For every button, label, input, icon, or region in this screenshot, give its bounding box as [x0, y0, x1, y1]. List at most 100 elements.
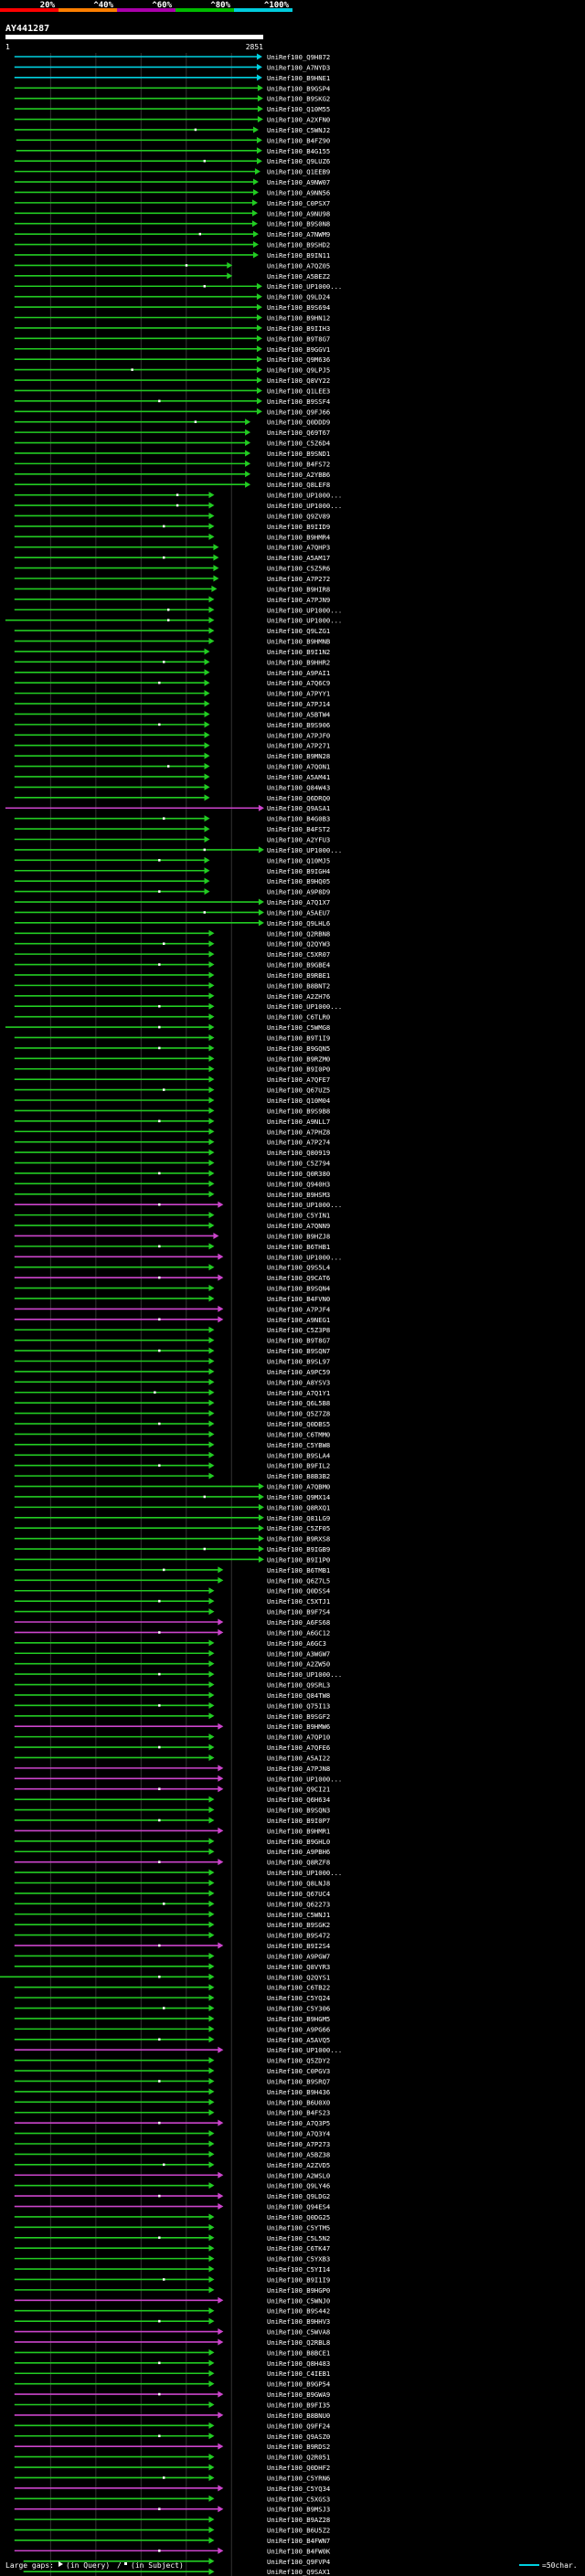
hit-row: UniRef100_A9NU98 — [14, 209, 330, 217]
hit-row: UniRef100_A7QON1 — [14, 763, 330, 771]
hit-arrow — [204, 856, 210, 864]
hit-label: UniRef100_A9NW07 — [267, 178, 330, 186]
hit-row: UniRef100_B4FS72 — [14, 460, 330, 468]
hit-arrow — [208, 533, 215, 540]
hit-row: UniRef100_A7PJN9 — [14, 596, 330, 604]
hit-label: UniRef100_B9GHL0 — [267, 1838, 330, 1846]
hit-row: UniRef100_Q9LPJ5 — [14, 366, 330, 375]
hit-label: UniRef100_Q8VYR3 — [267, 1963, 330, 1971]
hit-arrow — [208, 502, 215, 509]
hit-row: UniRef100_B9I0P0 — [14, 1065, 330, 1074]
hit-label: UniRef100_B9HMNB — [267, 638, 330, 646]
hit-label: UniRef100_Q9FJ66 — [267, 408, 330, 416]
hit-label: UniRef100_Q0DSS4 — [267, 1587, 330, 1595]
hit-label: UniRef100_Q2R051 — [267, 2454, 330, 2462]
hit-row: UniRef100_A2YFU3 — [14, 836, 330, 844]
hit-arrow — [218, 2192, 224, 2200]
hit-row: UniRef100_UP1000... — [14, 1775, 342, 1783]
hit-label: UniRef100_A7Q6C9 — [267, 679, 330, 687]
hit-arrow — [204, 752, 210, 759]
hit-label: UniRef100_A7QBM0 — [267, 1483, 330, 1491]
hit-arrow — [218, 2328, 224, 2336]
hit-label: UniRef100_A9PGW7 — [267, 1952, 330, 1960]
hit-label: UniRef100_A2YFU3 — [267, 836, 330, 844]
hit-row: UniRef100_Q84TW8 — [14, 1691, 330, 1700]
hit-row: UniRef100_A9PBH6 — [14, 1848, 330, 1856]
hit-label: UniRef100_C5XR07 — [267, 950, 330, 959]
hit-arrow — [251, 220, 258, 228]
hit-label: UniRef100_B4FZ90 — [267, 136, 330, 144]
gap-marker — [158, 2549, 161, 2552]
hit-row: UniRef100_B9FI35 — [14, 2401, 330, 2410]
hit-arrow — [258, 1545, 264, 1553]
gap-marker — [203, 159, 206, 163]
hit-label: UniRef100_B9HMR4 — [267, 533, 330, 541]
hit-label: UniRef100_A7QFE7 — [267, 1076, 330, 1084]
hit-row: UniRef100_B9HZJ8 — [14, 1232, 330, 1240]
hit-row: UniRef100_B9HHV3 — [14, 2317, 330, 2326]
hit-row: UniRef100_Q8VYR3 — [14, 1963, 330, 1971]
hit-arrow — [208, 2182, 215, 2189]
hit-label: UniRef100_A9PG66 — [267, 2025, 330, 2033]
hit-label: UniRef100_A9P8D9 — [267, 888, 330, 896]
hit-row: UniRef100_Q9CAT6 — [14, 1274, 330, 1282]
query-end-label: 2851 — [246, 43, 263, 51]
hit-arrow — [256, 334, 262, 342]
hit-arrow — [208, 1597, 215, 1605]
hit-label: UniRef100_C5Z794 — [267, 1160, 330, 1168]
hit-label: UniRef100_Q94ES4 — [267, 2203, 330, 2211]
hit-arrow — [218, 1942, 224, 1949]
hit-row: UniRef100_UP1000... — [14, 606, 342, 614]
hit-arrow — [204, 690, 210, 697]
gap-marker — [194, 128, 197, 132]
hit-row: UniRef100_B9SGK2 — [14, 1921, 330, 1929]
scale-segment-4 — [176, 8, 234, 12]
hit-row: UniRef100_A9NEG1 — [14, 1316, 330, 1324]
hit-row: UniRef100_C5YI14 — [14, 2265, 330, 2274]
hit-arrow — [258, 1483, 264, 1490]
hit-label: UniRef100_B4FW0K — [267, 2547, 331, 2555]
hit-label: UniRef100_B9S472 — [267, 1932, 330, 1940]
hit-arrow — [208, 1848, 215, 1855]
hit-row: UniRef100_C4IEB1 — [14, 2369, 330, 2378]
hit-label: UniRef100_B9HSM3 — [267, 1191, 330, 1199]
hit-arrow — [208, 2527, 215, 2534]
hit-label: UniRef100_B9HQ05 — [267, 877, 330, 885]
hit-row: UniRef100_A9P8D9 — [14, 888, 330, 896]
hit-label: UniRef100_C5WNJ0 — [267, 2296, 330, 2305]
hit-label: UniRef100_B4G155 — [267, 147, 330, 155]
hit-row: UniRef100_Q9S5L4 — [14, 1264, 330, 1272]
hit-arrow — [218, 1305, 224, 1312]
hit-arrow — [218, 1274, 224, 1281]
hit-arrow — [204, 815, 210, 822]
hit-row: UniRef100_A9NN56 — [14, 188, 330, 196]
hit-row: UniRef100_B4FWN7 — [14, 2537, 330, 2545]
hit-row: UniRef100_B9F7S4 — [14, 1608, 330, 1617]
hit-row: UniRef100_B9I0P7 — [14, 1817, 330, 1825]
hit-arrow — [208, 1639, 215, 1647]
hit-arrow — [208, 1838, 215, 1845]
hit-label: UniRef100_Q0DDD9 — [267, 419, 330, 427]
hit-arrow — [208, 992, 215, 1000]
hit-label: UniRef100_UP1000... — [267, 282, 342, 291]
hit-arrow — [218, 2046, 224, 2053]
hit-arrow — [257, 95, 263, 102]
hit-arrow — [208, 1691, 215, 1699]
hit-arrow — [208, 1378, 215, 1385]
hit-label: UniRef100_B4FS72 — [267, 460, 330, 468]
hit-row: UniRef100_UP1000... — [14, 502, 342, 510]
hit-arrow — [208, 1963, 215, 1970]
hit-row: UniRef100_B9RDS2 — [14, 2443, 330, 2451]
hit-arrow — [258, 1555, 264, 1563]
hit-arrow — [252, 126, 259, 133]
hit-row: UniRef100_Q0R380 — [14, 1170, 330, 1178]
hit-arrow — [204, 710, 210, 717]
hit-arrow — [256, 157, 262, 164]
gap-marker — [154, 1391, 156, 1394]
hit-row: UniRef100_Q1LEE3 — [14, 387, 330, 395]
hit-row: UniRef100_C5Z6D4 — [14, 440, 330, 448]
hit-row: UniRef100_Q9LZG1 — [14, 627, 330, 635]
hit-label: UniRef100_B9AZ28 — [267, 2516, 330, 2524]
hit-label: UniRef100_C5YRN6 — [267, 2474, 330, 2482]
hit-row: UniRef100_B9IID9 — [14, 523, 330, 531]
